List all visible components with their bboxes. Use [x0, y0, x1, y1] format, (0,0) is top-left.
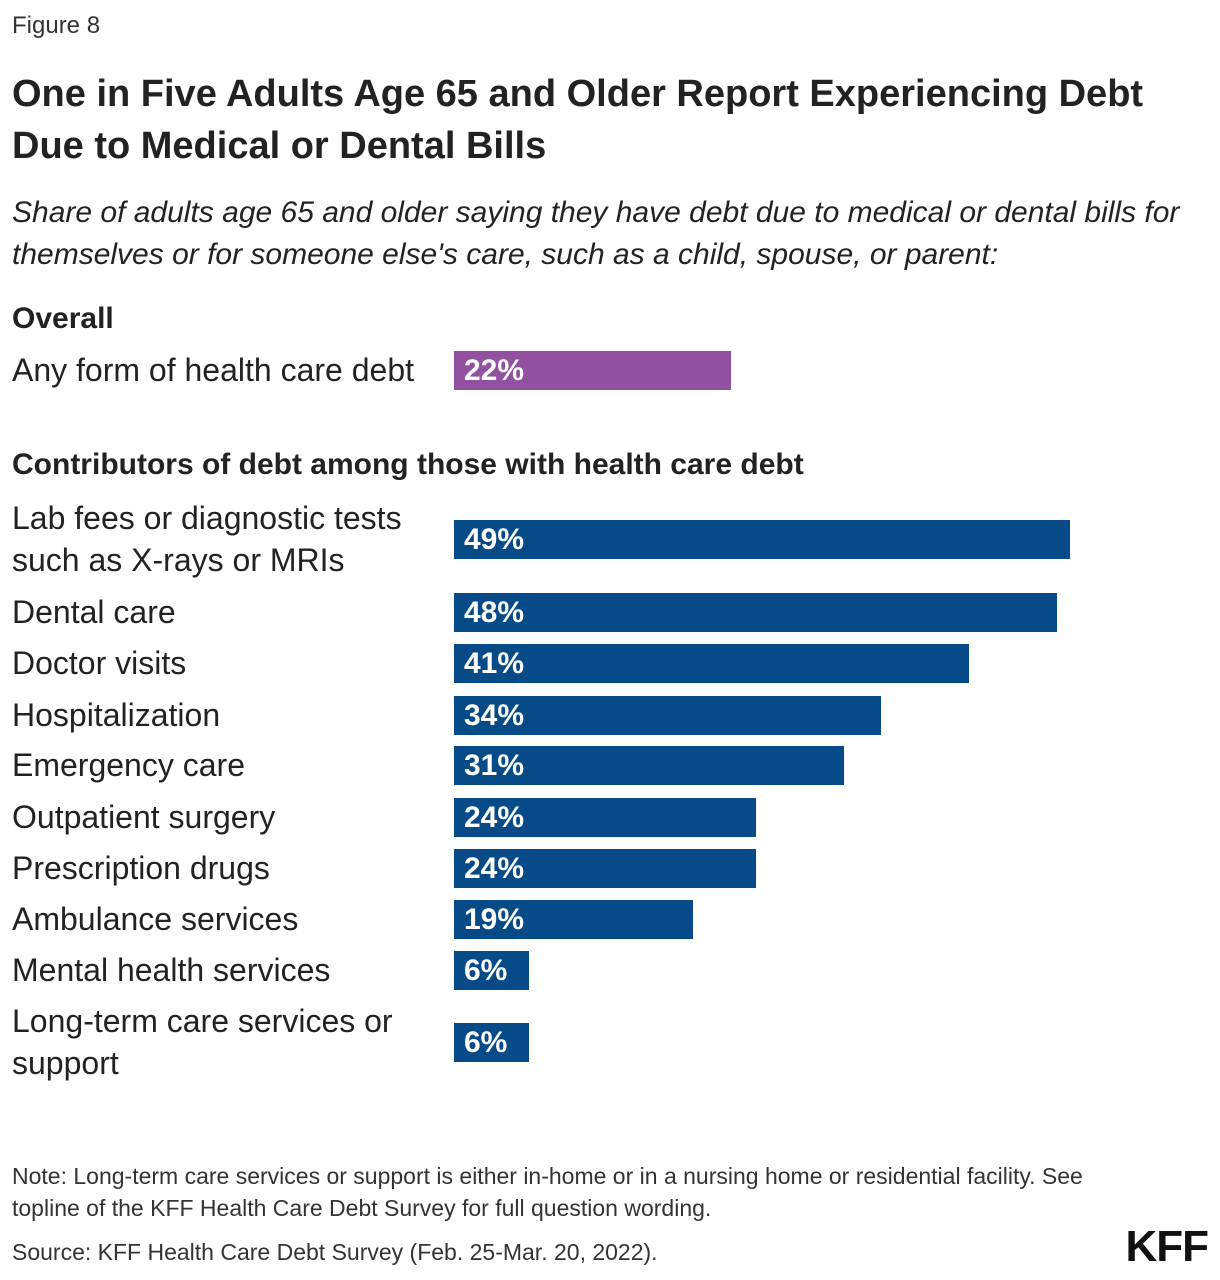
chart-subtitle: Share of adults age 65 and older saying … [12, 196, 1180, 271]
bar [454, 899, 693, 939]
category-label: Emergency care [12, 747, 245, 783]
bar-value-label: 31% [464, 748, 525, 782]
bar-value-label: 24% [464, 800, 525, 834]
category-label: Doctor visits [12, 645, 187, 681]
source-text: Source: KFF Health Care Debt Survey (Feb… [12, 1239, 658, 1265]
bar-value-label: 34% [464, 698, 525, 732]
category-label: Any form of health care debt [12, 352, 414, 388]
category-label: Ambulance services [12, 901, 299, 937]
bar [454, 350, 731, 390]
bar [454, 643, 969, 683]
bar-value-label: 22% [464, 353, 525, 387]
bar-value-label: 19% [464, 902, 525, 936]
bar [454, 797, 756, 837]
bar [454, 592, 1057, 632]
bar-value-label: 41% [464, 646, 525, 680]
category-label: Outpatient surgery [12, 799, 276, 835]
bar-value-label: 24% [464, 851, 525, 885]
category-label: Lab fees or diagnostic tests such as X-r… [12, 500, 402, 578]
bar [454, 745, 844, 785]
section-heading: Overall [12, 302, 114, 335]
kff-logo: KFF [1125, 1222, 1209, 1271]
bar-value-label: 6% [464, 953, 508, 987]
figure-label: Figure 8 [12, 12, 101, 39]
bar-value-label: 6% [464, 1025, 508, 1059]
category-label: Hospitalization [12, 697, 221, 733]
bar-value-label: 49% [464, 522, 525, 556]
category-label: Prescription drugs [12, 850, 270, 886]
category-label: Long-term care services or support [12, 1003, 393, 1081]
category-label: Dental care [12, 594, 176, 630]
bar [454, 519, 1070, 559]
bar [454, 848, 756, 888]
category-label: Mental health services [12, 952, 331, 988]
bar [454, 695, 881, 735]
bar-value-label: 48% [464, 595, 525, 629]
section-heading: Contributors of debt among those with he… [12, 448, 804, 481]
chart-title: One in Five Adults Age 65 and Older Repo… [12, 73, 1144, 167]
bar [454, 950, 529, 990]
note-text: Note: Long-term care services or support… [12, 1163, 1083, 1221]
bar [454, 1022, 529, 1062]
